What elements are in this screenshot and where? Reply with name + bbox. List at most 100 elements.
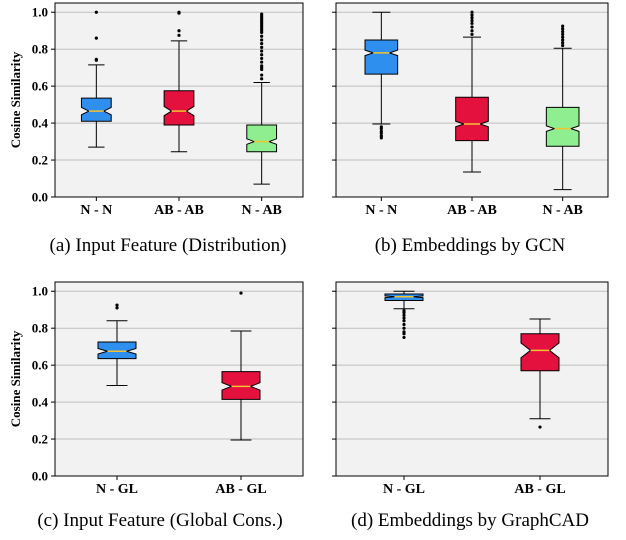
outlier-point [470, 18, 474, 23]
x-tick-label: N - N [365, 203, 397, 218]
plot-frame [335, 281, 609, 477]
outlier-point [470, 16, 474, 20]
box-body [97, 341, 137, 360]
x-tick-label: N - AB [542, 203, 582, 218]
box-3 [545, 24, 580, 191]
outlier-point [239, 291, 243, 295]
y-tick-label: 0.6 [32, 358, 49, 373]
outlier-point [561, 38, 565, 42]
y-tick-label: 0.0 [32, 190, 48, 205]
outlier-point [470, 25, 474, 29]
x-axis: N - N AB - AB N - AB [365, 197, 583, 218]
outlier-point [260, 38, 264, 42]
box-1 [97, 303, 137, 386]
outlier-point [260, 73, 264, 77]
outlier-point [260, 49, 264, 53]
outlier-point [260, 77, 264, 81]
box-series [384, 290, 560, 429]
box-3 [246, 12, 278, 185]
box-body [455, 96, 489, 142]
outlier-point [260, 60, 264, 64]
box-2 [520, 318, 560, 429]
y-axis: 0.0 0.2 0.4 0.6 0.8 1.0 [32, 284, 55, 484]
outlier-point [260, 53, 264, 57]
y-tick-label: 0.2 [32, 432, 48, 447]
x-tick-label: N - GL [383, 482, 425, 497]
outlier-point [379, 125, 383, 129]
x-axis: N - GL AB - GL [96, 476, 267, 497]
y-axis-title: Cosine Similarity [8, 330, 23, 427]
panel-d: N - GL AB - GL (d) Embeddings by GraphCAD [332, 281, 609, 531]
x-tick-label: N - N [80, 203, 112, 218]
box-2 [221, 291, 261, 441]
outlier-point [177, 10, 181, 14]
box-series [97, 291, 261, 441]
y-tick-label: 0.8 [32, 42, 49, 57]
outlier-point [94, 10, 98, 14]
y-tick-label: 0.4 [32, 116, 49, 131]
outlier-point [402, 322, 406, 327]
x-tick-label: AB - GL [215, 482, 266, 497]
plot-frame [54, 2, 304, 198]
box-body [246, 124, 278, 153]
outlier-point [260, 42, 264, 46]
outlier-point [561, 27, 565, 31]
box-2 [455, 10, 489, 173]
outlier-point [260, 64, 264, 68]
outlier-point [260, 12, 264, 16]
y-tick-label: 0.0 [32, 469, 48, 484]
outlier-point [115, 306, 119, 310]
outlier-point [402, 313, 406, 317]
outlier-point [561, 24, 565, 28]
y-axis: 0.0 0.2 0.4 0.6 0.8 1.0 [32, 5, 55, 205]
box-body [520, 333, 560, 372]
outlier-point [260, 56, 264, 61]
box-body [221, 371, 261, 400]
outlier-point [177, 29, 181, 33]
gridlines [336, 290, 608, 477]
x-axis: N - N AB - AB N - AB [80, 197, 282, 218]
y-axis [332, 290, 336, 477]
y-axis-title: Cosine Similarity [8, 51, 23, 148]
outlier-point [260, 34, 264, 38]
outlier-point [561, 41, 565, 45]
x-tick-label: N - AB [241, 203, 281, 218]
box-body [163, 90, 195, 126]
x-tick-label: N - GL [96, 482, 138, 497]
outlier-point [402, 330, 406, 334]
box-body [545, 106, 580, 147]
panel-caption: (a) Input Feature (Distribution) [50, 235, 287, 256]
panel-caption: (b) Embeddings by GCN [375, 235, 566, 256]
y-tick-label: 0.6 [32, 79, 49, 94]
outlier-point [402, 326, 406, 330]
panel-caption: (d) Embeddings by GraphCAD [351, 510, 589, 531]
box-1 [364, 11, 399, 140]
outlier-point [470, 32, 474, 37]
outlier-point [94, 57, 98, 61]
outlier-point [402, 309, 406, 313]
box-1 [80, 10, 112, 148]
outlier-point [561, 35, 565, 39]
box-2 [163, 10, 195, 153]
x-tick-label: AB - AB [154, 203, 204, 218]
box-body [364, 39, 399, 75]
plot-area [336, 282, 608, 476]
panel-a: 0.0 0.2 0.4 0.6 0.8 1.0 N - N AB - AB N - AB Co… [8, 2, 304, 256]
x-tick-label: AB - GL [514, 482, 565, 497]
outlier-point [402, 316, 406, 320]
outlier-point [561, 32, 565, 37]
y-axis [332, 11, 336, 198]
y-tick-label: 1.0 [32, 5, 48, 20]
y-tick-label: 1.0 [32, 284, 48, 299]
outlier-point [470, 21, 474, 25]
outlier-point [402, 319, 406, 323]
y-tick-label: 0.4 [32, 395, 49, 410]
outlier-point [470, 13, 474, 17]
plot-frame [335, 2, 609, 198]
outlier-point [115, 303, 119, 307]
outlier-point [561, 30, 565, 34]
x-tick-label: AB - AB [447, 203, 497, 218]
outlier-point [94, 36, 98, 40]
box-series [364, 10, 580, 191]
